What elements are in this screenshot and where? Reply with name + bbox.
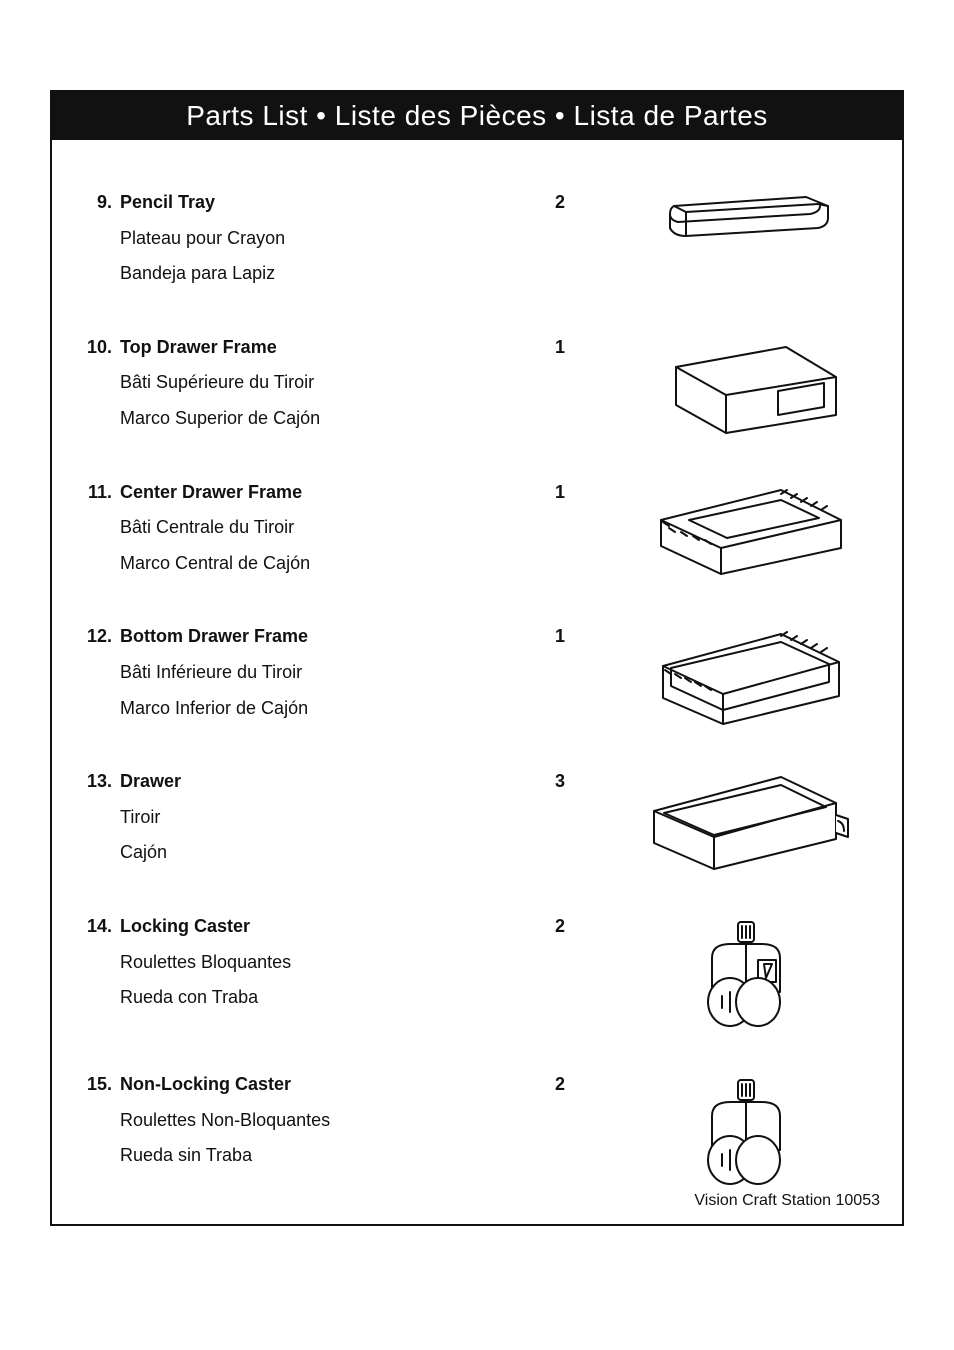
- center-drawer-frame-icon: [641, 482, 851, 577]
- part-illustration: [610, 337, 882, 437]
- parts-list: 9. Pencil Tray Plateau pour Crayon Bande…: [52, 192, 902, 1174]
- part-number: 9.: [72, 192, 120, 213]
- header-title: Parts List • Liste des Pièces • Lista de…: [186, 100, 768, 132]
- part-name-en: Center Drawer Frame: [120, 482, 510, 504]
- part-name-en: Bottom Drawer Frame: [120, 626, 510, 648]
- part-name-es: Bandeja para Lapiz: [120, 263, 510, 285]
- part-number: 14.: [72, 916, 120, 937]
- part-names: Pencil Tray Plateau pour Crayon Bandeja …: [120, 192, 510, 299]
- part-name-fr: Roulettes Bloquantes: [120, 952, 510, 974]
- part-illustration: [610, 1074, 882, 1194]
- part-names: Center Drawer Frame Bâti Centrale du Tir…: [120, 482, 510, 589]
- part-name-fr: Tiroir: [120, 807, 510, 829]
- part-name-es: Cajón: [120, 842, 510, 864]
- part-qty: 3: [510, 771, 610, 792]
- part-qty: 1: [510, 482, 610, 503]
- part-name-fr: Roulettes Non-Bloquantes: [120, 1110, 510, 1132]
- part-number: 13.: [72, 771, 120, 792]
- part-row: 14. Locking Caster Roulettes Bloquantes …: [72, 916, 882, 1036]
- pencil-tray-icon: [656, 192, 836, 242]
- part-row: 11. Center Drawer Frame Bâti Centrale du…: [72, 482, 882, 589]
- part-qty: 1: [510, 337, 610, 358]
- page-frame: Parts List • Liste des Pièces • Lista de…: [50, 90, 904, 1226]
- part-qty: 2: [510, 192, 610, 213]
- part-illustration: [610, 482, 882, 577]
- bottom-drawer-frame-icon: [641, 626, 851, 726]
- part-names: Bottom Drawer Frame Bâti Inférieure du T…: [120, 626, 510, 733]
- header-bar: Parts List • Liste des Pièces • Lista de…: [52, 92, 902, 140]
- part-name-es: Rueda sin Traba: [120, 1145, 510, 1167]
- part-names: Drawer Tiroir Cajón: [120, 771, 510, 878]
- part-row: 9. Pencil Tray Plateau pour Crayon Bande…: [72, 192, 882, 299]
- part-qty: 2: [510, 916, 610, 937]
- drawer-icon: [636, 771, 856, 871]
- part-number: 10.: [72, 337, 120, 358]
- part-number: 11.: [72, 482, 120, 503]
- part-name-es: Marco Central de Cajón: [120, 553, 510, 575]
- part-name-es: Marco Inferior de Cajón: [120, 698, 510, 720]
- part-row: 13. Drawer Tiroir Cajón 3: [72, 771, 882, 878]
- part-qty: 2: [510, 1074, 610, 1095]
- part-name-fr: Bâti Supérieure du Tiroir: [120, 372, 510, 394]
- part-names: Non-Locking Caster Roulettes Non-Bloquan…: [120, 1074, 510, 1181]
- non-locking-caster-icon: [686, 1074, 806, 1194]
- part-illustration: [610, 916, 882, 1036]
- part-row: 10. Top Drawer Frame Bâti Supérieure du …: [72, 337, 882, 444]
- part-qty: 1: [510, 626, 610, 647]
- part-row: 12. Bottom Drawer Frame Bâti Inférieure …: [72, 626, 882, 733]
- part-name-en: Pencil Tray: [120, 192, 510, 214]
- part-name-en: Drawer: [120, 771, 510, 793]
- footer-text: Vision Craft Station 10053: [694, 1192, 880, 1210]
- part-names: Locking Caster Roulettes Bloquantes Rued…: [120, 916, 510, 1023]
- part-illustration: [610, 771, 882, 871]
- part-name-fr: Bâti Inférieure du Tiroir: [120, 662, 510, 684]
- top-drawer-frame-icon: [646, 337, 846, 437]
- part-names: Top Drawer Frame Bâti Supérieure du Tiro…: [120, 337, 510, 444]
- locking-caster-icon: [686, 916, 806, 1036]
- part-number: 12.: [72, 626, 120, 647]
- part-name-en: Locking Caster: [120, 916, 510, 938]
- part-name-fr: Plateau pour Crayon: [120, 228, 510, 250]
- part-name-en: Top Drawer Frame: [120, 337, 510, 359]
- part-row: 15. Non-Locking Caster Roulettes Non-Blo…: [72, 1074, 882, 1194]
- part-name-fr: Bâti Centrale du Tiroir: [120, 517, 510, 539]
- part-illustration: [610, 192, 882, 242]
- part-name-en: Non-Locking Caster: [120, 1074, 510, 1096]
- part-number: 15.: [72, 1074, 120, 1095]
- part-illustration: [610, 626, 882, 726]
- part-name-es: Marco Superior de Cajón: [120, 408, 510, 430]
- part-name-es: Rueda con Traba: [120, 987, 510, 1009]
